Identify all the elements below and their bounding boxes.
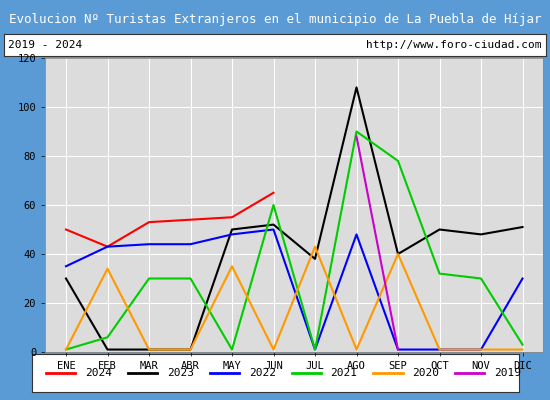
Text: http://www.foro-ciudad.com: http://www.foro-ciudad.com	[366, 40, 542, 50]
Text: 2020: 2020	[412, 368, 439, 378]
Text: 2019 - 2024: 2019 - 2024	[8, 40, 82, 50]
Text: 2023: 2023	[167, 368, 194, 378]
Text: 2024: 2024	[85, 368, 112, 378]
Text: Evolucion Nº Turistas Extranjeros en el municipio de La Puebla de Híjar: Evolucion Nº Turistas Extranjeros en el …	[9, 12, 541, 26]
Text: 2022: 2022	[249, 368, 276, 378]
Text: 2021: 2021	[331, 368, 358, 378]
Text: 2019: 2019	[494, 368, 521, 378]
